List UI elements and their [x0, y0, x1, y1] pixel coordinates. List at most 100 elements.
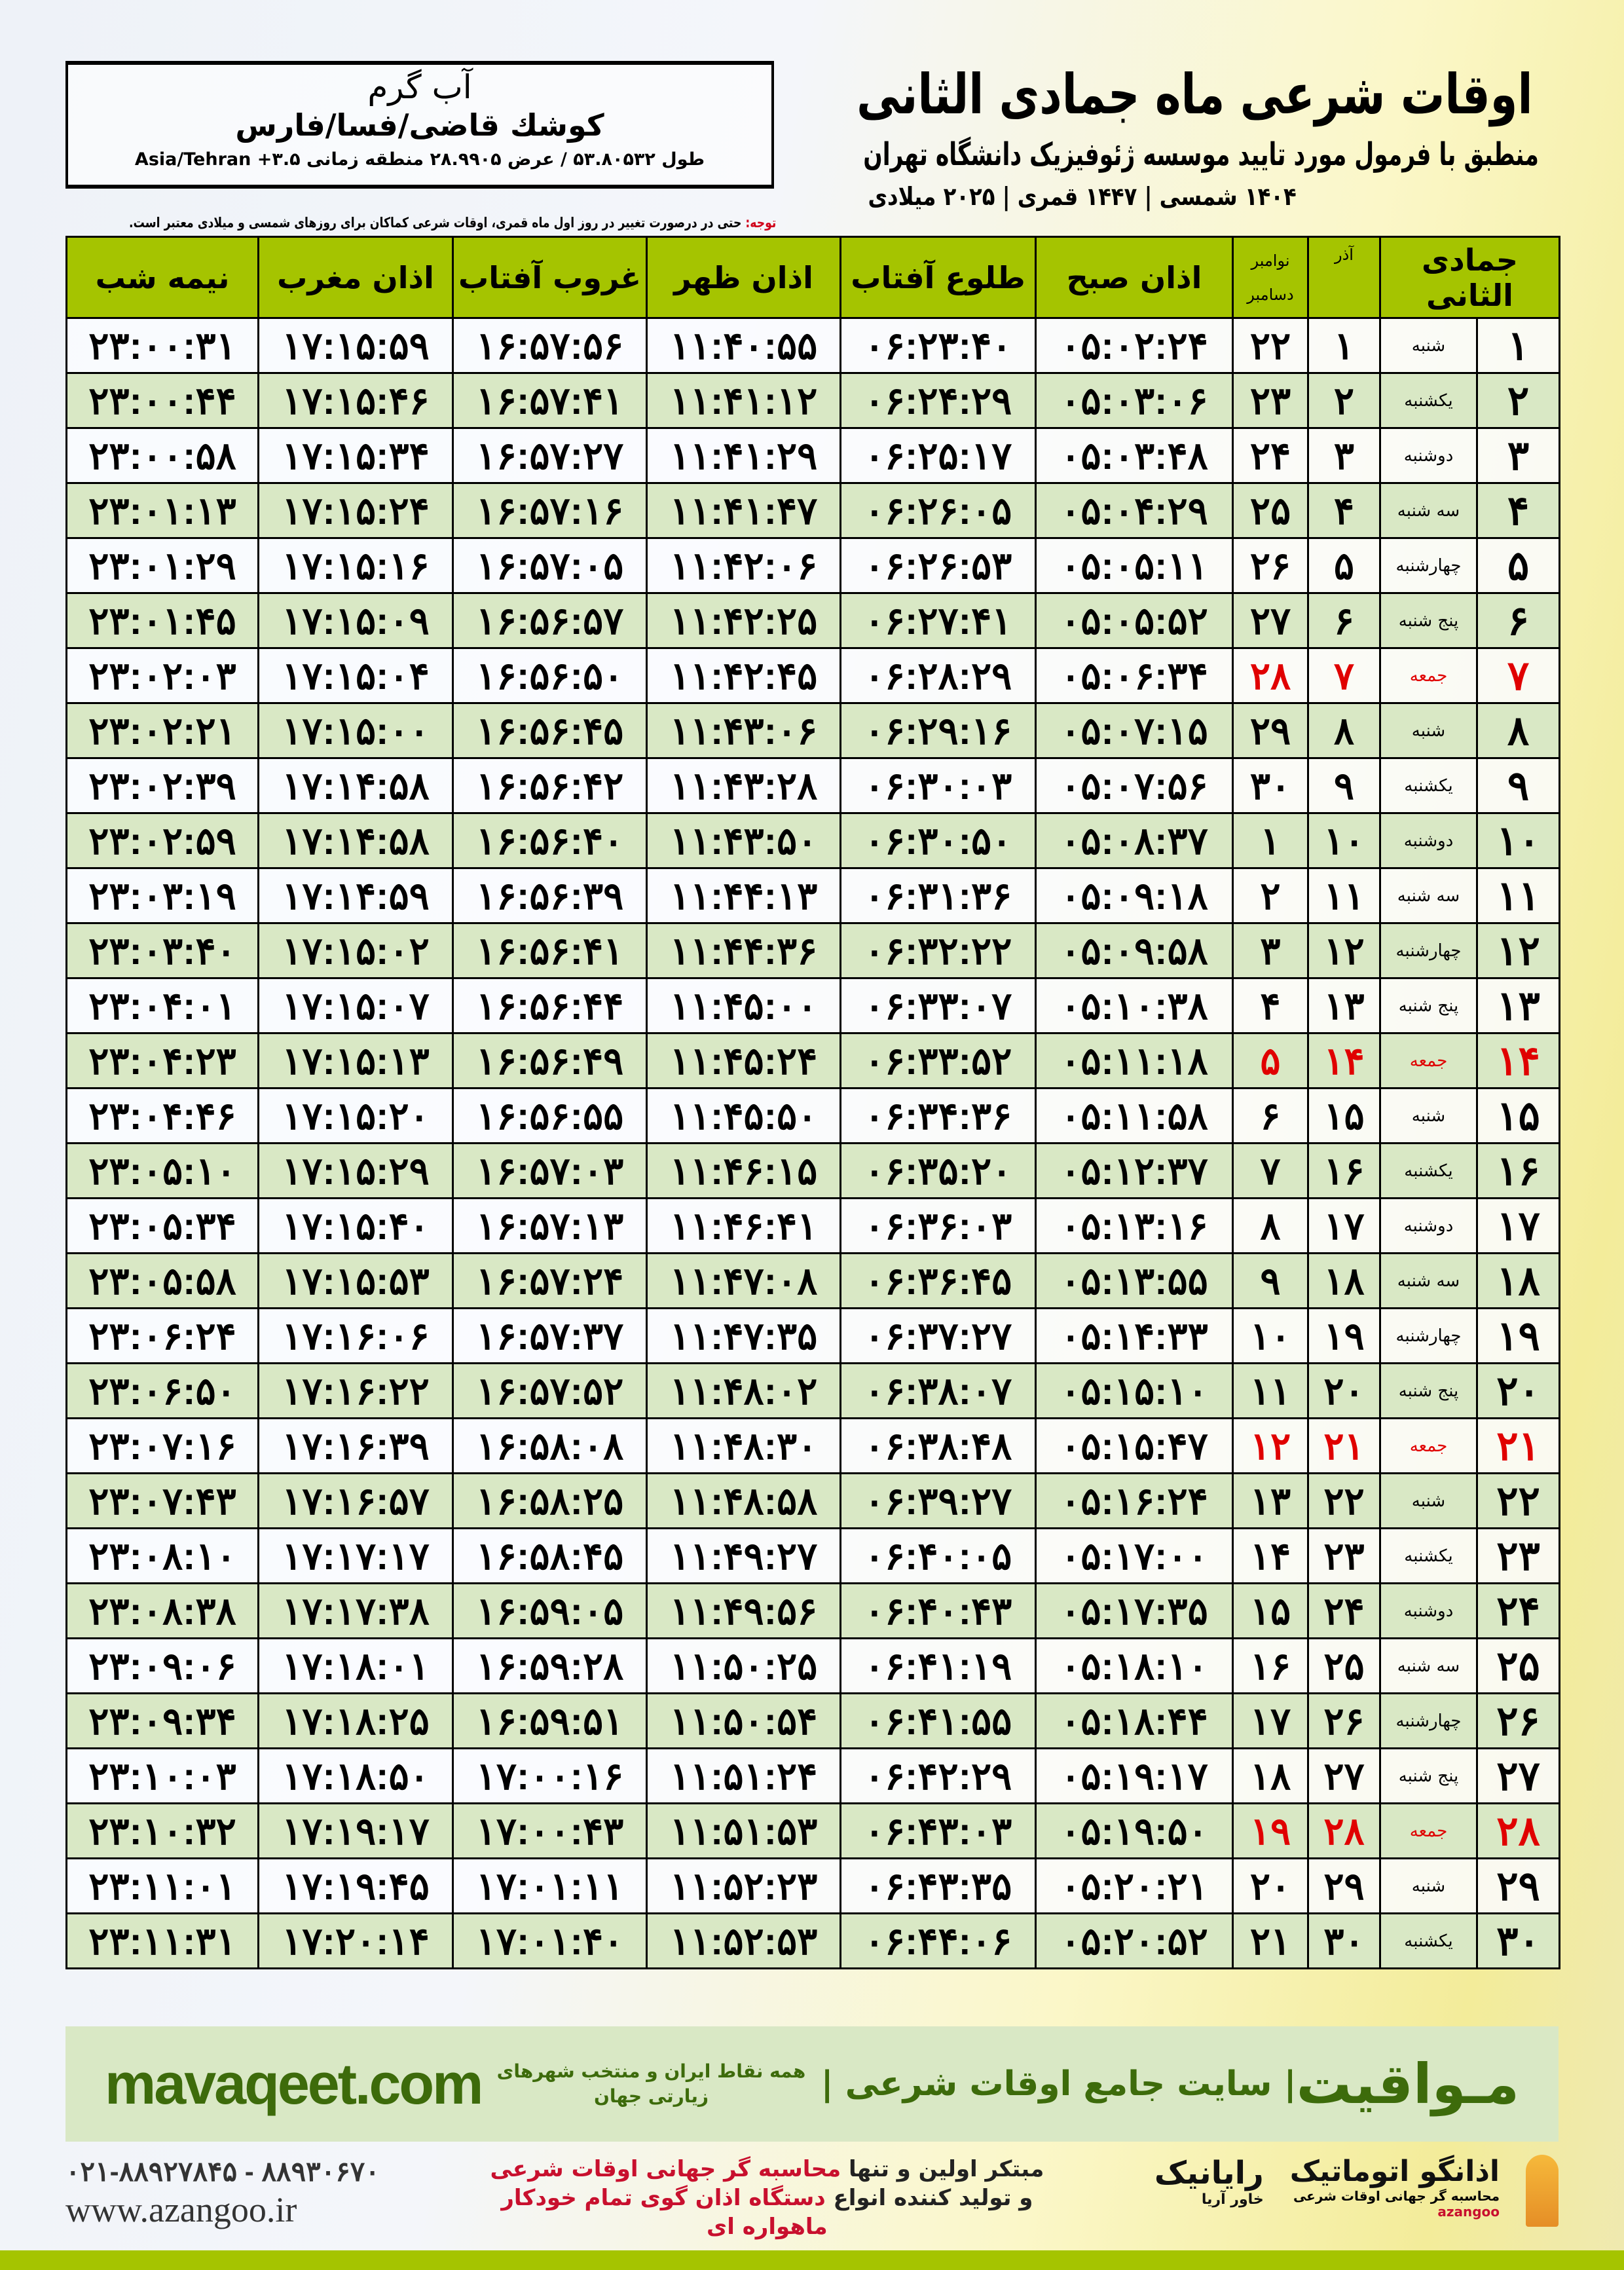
weekday: پنج شنبه [1378, 1362, 1479, 1419]
table-row: ۱ شنبه ۱ ۲۲ ۰۵:۰۲:۲۴ ۰۶:۲۳:۴۰ ۱۱:۴۰:۵۵ ۱۶:۵۷:۵۶… [65, 317, 1561, 374]
sunrise: ۰۶:۴۳:۳۵ [840, 1857, 1037, 1914]
fajr: ۰۵:۲۰:۲۱ [1035, 1857, 1234, 1914]
site-link[interactable]: mavaqeet.com [105, 2051, 483, 2116]
azar-day: ۵ [1307, 537, 1381, 594]
maghrib: ۱۷:۱۵:۴۶ [257, 372, 454, 429]
midnight: ۲۳:۰۸:۱۰ [65, 1527, 259, 1584]
mavaqeet-banner: مـواقیت | سایت جامع اوقات شرعی | همه نقا… [65, 2026, 1559, 2142]
weekday: چهارشنبه [1378, 537, 1479, 594]
fajr: ۰۵:۱۷:۳۵ [1035, 1582, 1234, 1639]
azar-day: ۲۲ [1307, 1472, 1381, 1529]
hijri-day: ۳ [1476, 427, 1561, 484]
midnight: ۲۳:۰۲:۰۳ [65, 647, 259, 704]
sunrise: ۰۶:۳۶:۴۵ [840, 1252, 1037, 1309]
hijri-day: ۷ [1476, 647, 1561, 704]
maghrib: ۱۷:۲۰:۱۴ [257, 1912, 454, 1969]
table-row: ۵ چهارشنبه ۵ ۲۶ ۰۵:۰۵:۱۱ ۰۶:۲۶:۵۳ ۱۱:۴۲:۰۶ ۱۶:۵… [65, 537, 1561, 594]
weekday: پنج شنبه [1378, 1747, 1479, 1804]
sunrise: ۰۶:۳۰:۵۰ [840, 812, 1037, 869]
rayanik-name: رایانیک [1154, 2155, 1264, 2191]
azar-day: ۱۱ [1307, 867, 1381, 924]
table-row: ۶ پنج شنبه ۶ ۲۷ ۰۵:۰۵:۵۲ ۰۶:۲۷:۴۱ ۱۱:۴۲:۲۵ ۱۶:۵… [65, 592, 1561, 649]
sunset: ۱۶:۵۶:۳۹ [452, 867, 648, 924]
sunset: ۱۶:۵۷:۴۱ [452, 372, 648, 429]
gregorian-day: ۲۳ [1232, 372, 1309, 429]
maghrib: ۱۷:۱۷:۳۸ [257, 1582, 454, 1639]
table-row: ۱۱ سه شنبه ۱۱ ۲ ۰۵:۰۹:۱۸ ۰۶:۳۱:۳۶ ۱۱:۴۴:۱۳ ۱۶:۵… [65, 867, 1561, 924]
rayanik-logo: رایانیک خاور آریا [1154, 2155, 1264, 2208]
dhuhr: ۱۱:۵۱:۵۳ [646, 1802, 841, 1859]
hijri-day: ۲۸ [1476, 1802, 1561, 1859]
sunrise: ۰۶:۳۷:۲۷ [840, 1307, 1037, 1364]
azar-day: ۱ [1307, 317, 1381, 374]
website-link[interactable]: www.azangoo.ir [65, 2190, 297, 2229]
sunrise: ۰۶:۳۴:۳۶ [840, 1087, 1037, 1144]
dhuhr: ۱۱:۴۱:۴۷ [646, 482, 841, 539]
maghrib: ۱۷:۱۵:۱۳ [257, 1032, 454, 1089]
promo-text: مبتکر اولین و تنها محاسبه گر جهانی اوقات… [485, 2155, 1048, 2241]
gregorian-day: ۱۰ [1232, 1307, 1309, 1364]
weekday: چهارشنبه [1378, 1307, 1479, 1364]
note-text: حتی در درصورت تغییر در روز اول ماه قمری،… [128, 215, 745, 231]
midnight: ۲۳:۰۷:۴۳ [65, 1472, 259, 1529]
sunrise: ۰۶:۴۱:۵۵ [840, 1692, 1037, 1749]
dhuhr: ۱۱:۴۴:۱۳ [646, 867, 841, 924]
maghrib: ۱۷:۱۷:۱۷ [257, 1527, 454, 1584]
dhuhr: ۱۱:۴۳:۲۸ [646, 757, 841, 814]
table-row: ۲۵ سه شنبه ۲۵ ۱۶ ۰۵:۱۸:۱۰ ۰۶:۴۱:۱۹ ۱۱:۵۰:۲۵ ۱۶:… [65, 1637, 1561, 1694]
fajr: ۰۵:۱۳:۵۵ [1035, 1252, 1234, 1309]
weekday: دوشنبه [1378, 1582, 1479, 1639]
sunset: ۱۶:۵۷:۰۵ [452, 537, 648, 594]
weekday: سه شنبه [1378, 482, 1479, 539]
sunset: ۱۶:۵۹:۰۵ [452, 1582, 648, 1639]
fajr: ۰۵:۱۳:۱۶ [1035, 1197, 1234, 1254]
azangoo-en: azangoo [1437, 2204, 1500, 2220]
sunset: ۱۶:۵۷:۳۷ [452, 1307, 648, 1364]
sunset: ۱۷:۰۱:۱۱ [452, 1857, 648, 1914]
hijri-day: ۱۹ [1476, 1307, 1561, 1364]
gregorian-day: ۲۵ [1232, 482, 1309, 539]
gregorian-day: ۶ [1232, 1087, 1309, 1144]
hijri-day: ۱۴ [1476, 1032, 1561, 1089]
bottom-bar [0, 2250, 1624, 2270]
header-hijri: جمادی الثانی [1378, 236, 1561, 319]
promo-line1-highlight: محاسبه گر جهانی اوقات شرعی [490, 2156, 841, 2182]
header-azar: آذر [1307, 236, 1381, 319]
gregorian-day: ۹ [1232, 1252, 1309, 1309]
dhuhr: ۱۱:۴۳:۰۶ [646, 702, 841, 759]
weekday: شنبه [1378, 702, 1479, 759]
gregorian-day: ۱۳ [1232, 1472, 1309, 1529]
sunset: ۱۶:۵۷:۲۴ [452, 1252, 648, 1309]
sunrise: ۰۶:۴۱:۱۹ [840, 1637, 1037, 1694]
sunrise: ۰۶:۴۰:۰۵ [840, 1527, 1037, 1584]
sunset: ۱۶:۵۶:۴۱ [452, 922, 648, 979]
dhuhr: ۱۱:۴۷:۰۸ [646, 1252, 841, 1309]
table-row: ۱۰ دوشنبه ۱۰ ۱ ۰۵:۰۸:۳۷ ۰۶:۳۰:۵۰ ۱۱:۴۳:۵۰ ۱۶:۵۶… [65, 812, 1561, 869]
azar-day: ۲ [1307, 372, 1381, 429]
table-row: ۱۹ چهارشنبه ۱۹ ۱۰ ۰۵:۱۴:۳۳ ۰۶:۳۷:۲۷ ۱۱:۴۷:۳۵ ۱۶… [65, 1307, 1561, 1364]
gregorian-day: ۱۸ [1232, 1747, 1309, 1804]
hijri-day: ۲۶ [1476, 1692, 1561, 1749]
azangoo-name: اذانگو اتوماتیک [1289, 2155, 1500, 2188]
dhuhr: ۱۱:۴۷:۳۵ [646, 1307, 841, 1364]
table-row: ۱۸ سه شنبه ۱۸ ۹ ۰۵:۱۳:۵۵ ۰۶:۳۶:۴۵ ۱۱:۴۷:۰۸ ۱۶:۵… [65, 1252, 1561, 1309]
sunset: ۱۶:۵۹:۲۸ [452, 1637, 648, 1694]
hijri-day: ۲۹ [1476, 1857, 1561, 1914]
maghrib: ۱۷:۱۵:۰۹ [257, 592, 454, 649]
sunset: ۱۶:۵۷:۱۶ [452, 482, 648, 539]
hijri-day: ۲۲ [1476, 1472, 1561, 1529]
sunrise: ۰۶:۲۷:۴۱ [840, 592, 1037, 649]
weekday: شنبه [1378, 1472, 1479, 1529]
azar-day: ۱۴ [1307, 1032, 1381, 1089]
dhuhr: ۱۱:۴۸:۳۰ [646, 1417, 841, 1474]
fajr: ۰۵:۱۱:۱۸ [1035, 1032, 1234, 1089]
azangoo-sub: محاسبه گر جهانی اوقات شرعی [1293, 2188, 1500, 2204]
gregorian-day: ۸ [1232, 1197, 1309, 1254]
azar-day: ۲۶ [1307, 1692, 1381, 1749]
sunrise: ۰۶:۳۹:۲۷ [840, 1472, 1037, 1529]
maghrib: ۱۷:۱۵:۲۹ [257, 1142, 454, 1199]
weekday: یکشنبه [1378, 1527, 1479, 1584]
year-line: ۱۴۰۴ شمسی | ۱۴۴۷ قمری | ۲۰۲۵ میلادی [868, 182, 1297, 211]
dhuhr: ۱۱:۴۵:۵۰ [646, 1087, 841, 1144]
maghrib: ۱۷:۱۴:۵۸ [257, 757, 454, 814]
